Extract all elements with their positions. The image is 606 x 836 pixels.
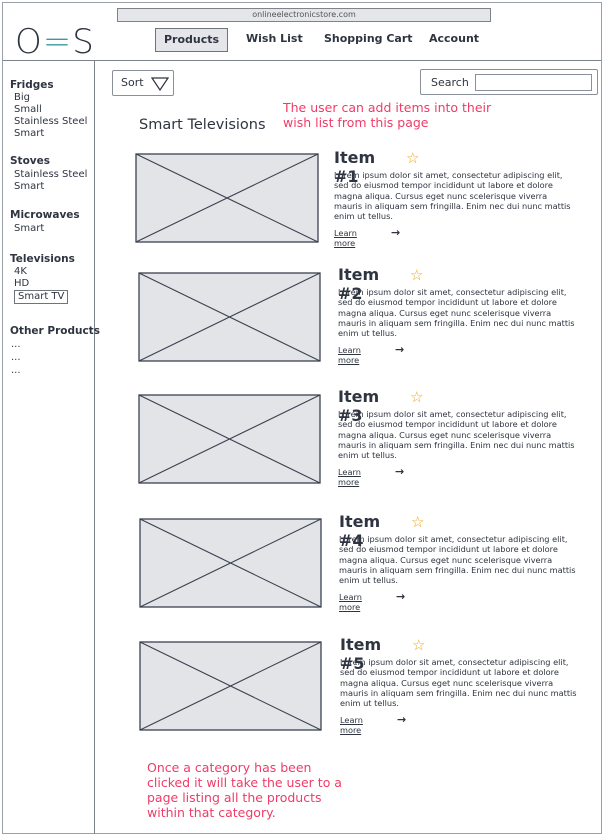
star-outline-icon[interactable]: ☆ <box>410 388 424 406</box>
category-fridges[interactable]: Fridges <box>10 79 54 91</box>
product-description: Lorem ipsum dolor sit amet, consectetur … <box>338 409 575 461</box>
subcategory-stoves-smart[interactable]: Smart <box>14 181 45 192</box>
learn-more-link[interactable]: Learn more <box>340 715 363 735</box>
sort-dropdown[interactable]: Sort <box>112 70 174 96</box>
product-title[interactable]: Item #3 <box>338 387 380 425</box>
subcategory-televisions-smart-tv[interactable]: Smart TV <box>14 290 69 304</box>
arrow-right-icon[interactable]: → <box>395 465 405 478</box>
nav-shopping-cart[interactable]: Shopping Cart <box>324 32 413 45</box>
sort-label: Sort <box>121 76 144 89</box>
star-outline-icon[interactable]: ☆ <box>410 266 424 284</box>
subcategory-fridges-stainless-steel[interactable]: Stainless Steel <box>14 116 88 127</box>
search-container <box>420 69 598 95</box>
subcategory-stoves-stainless-steel[interactable]: Stainless Steel <box>14 169 88 180</box>
product-title[interactable]: Item #2 <box>338 265 380 303</box>
nav-wish-list[interactable]: Wish List <box>246 32 303 45</box>
category-stoves[interactable]: Stoves <box>10 155 51 167</box>
subcategory-televisions-4k[interactable]: 4K <box>14 266 27 277</box>
subcategory-other-3[interactable]: ... <box>11 365 21 376</box>
product-image-placeholder[interactable] <box>138 394 321 484</box>
product-title[interactable]: Item #4 <box>339 512 381 550</box>
product-description: Lorem ipsum dolor sit amet, consectetur … <box>340 657 577 709</box>
subcategory-other-2[interactable]: ... <box>11 352 21 363</box>
search-input[interactable] <box>475 74 592 91</box>
annotation-category: Once a category has been clicked it will… <box>147 760 342 820</box>
star-outline-icon[interactable]: ☆ <box>412 636 426 654</box>
product-image-placeholder[interactable] <box>135 153 319 243</box>
url-bar[interactable]: onlineelectronicstore.com <box>117 8 491 22</box>
search-label: Search <box>431 76 469 89</box>
product-title[interactable]: Item #5 <box>340 635 382 673</box>
learn-more-link[interactable]: Learn more <box>339 592 362 612</box>
product-image-placeholder[interactable] <box>139 518 322 608</box>
arrow-right-icon[interactable]: → <box>397 713 407 726</box>
star-outline-icon[interactable]: ☆ <box>406 149 420 167</box>
product-title[interactable]: Item #1 <box>334 148 376 186</box>
learn-more-link[interactable]: Learn more <box>334 228 357 248</box>
subcategory-televisions-hd[interactable]: HD <box>14 278 30 289</box>
product-image-placeholder[interactable] <box>138 272 321 362</box>
arrow-right-icon[interactable]: → <box>395 343 405 356</box>
subcategory-fridges-smart[interactable]: Smart <box>14 128 45 139</box>
product-image-placeholder[interactable] <box>139 641 322 731</box>
learn-more-link[interactable]: Learn more <box>338 345 361 365</box>
subcategory-fridges-small[interactable]: Small <box>14 104 42 115</box>
product-description: Lorem ipsum dolor sit amet, consectetur … <box>338 287 575 339</box>
arrow-right-icon[interactable]: → <box>391 226 401 239</box>
category-televisions[interactable]: Televisions <box>10 253 75 265</box>
category-microwaves[interactable]: Microwaves <box>10 209 80 221</box>
arrow-right-icon[interactable]: → <box>396 590 406 603</box>
site-header <box>3 26 601 61</box>
subcategory-fridges-big[interactable]: Big <box>14 92 30 103</box>
nav-products[interactable]: Products <box>155 28 229 52</box>
subcategory-microwaves-smart[interactable]: Smart <box>14 223 45 234</box>
subcategory-other-1[interactable]: ... <box>11 339 21 350</box>
category-other-products[interactable]: Other Products <box>10 325 100 337</box>
product-description: Lorem ipsum dolor sit amet, consectetur … <box>339 534 576 586</box>
annotation-wishlist: The user can add items into their wish l… <box>283 100 492 130</box>
learn-more-link[interactable]: Learn more <box>338 467 361 487</box>
star-outline-icon[interactable]: ☆ <box>411 513 425 531</box>
product-description: Lorem ipsum dolor sit amet, consectetur … <box>334 170 571 222</box>
triangle-down-icon <box>151 77 169 91</box>
page-title: Smart Televisions <box>139 117 266 133</box>
site-logo[interactable]: O=S <box>15 22 95 62</box>
nav-account[interactable]: Account <box>429 32 480 45</box>
category-sidebar <box>3 61 95 834</box>
